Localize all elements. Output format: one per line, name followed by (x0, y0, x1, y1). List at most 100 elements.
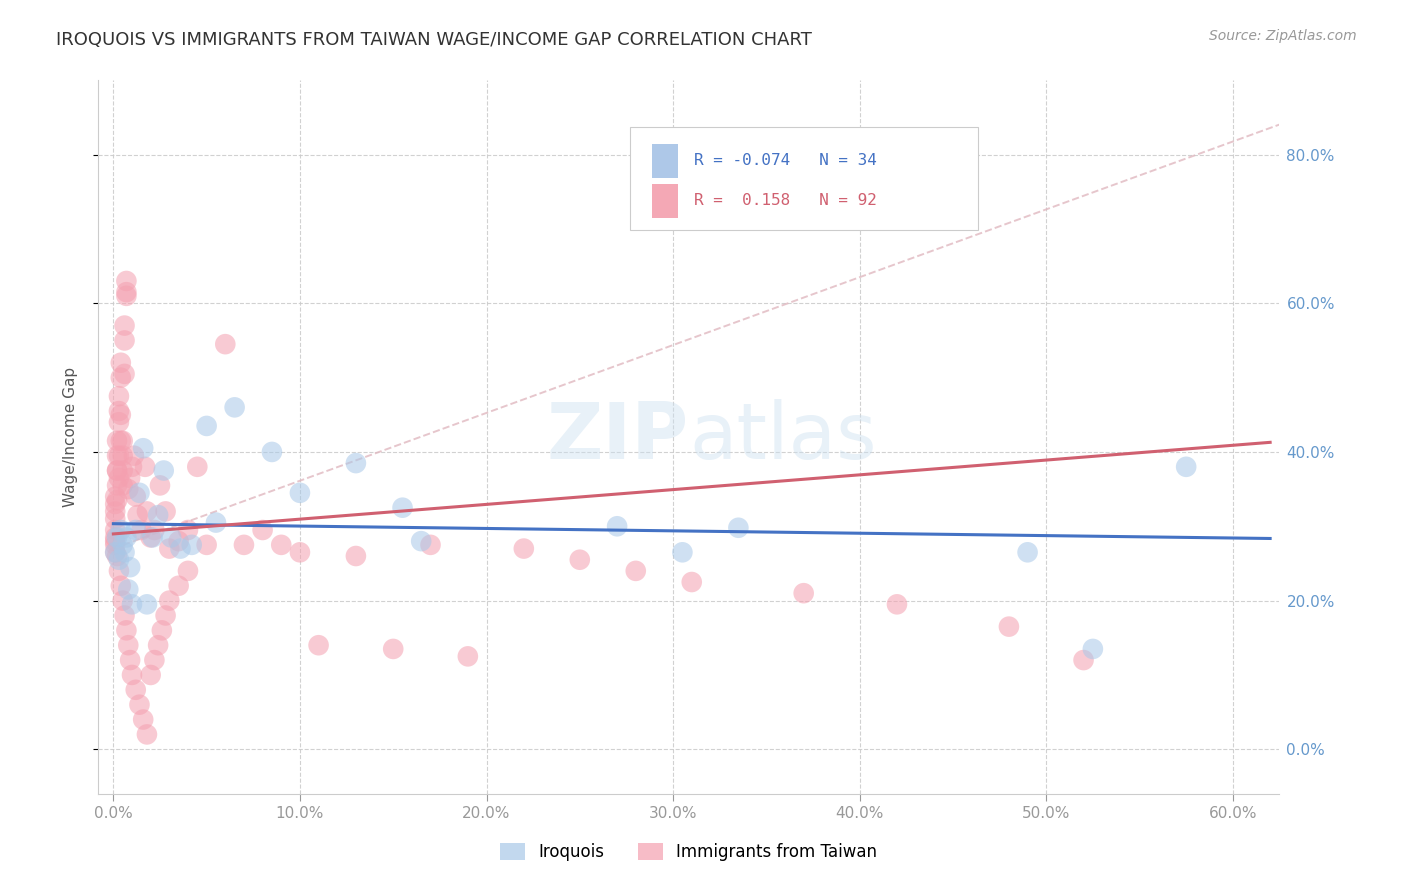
Point (157, 593, 180, 607)
Point (125, 523, 148, 537)
Point (793, 586, 815, 600)
Point (998, 619, 1021, 633)
Point (624, 564, 647, 578)
Text: R = -0.074   N = 34: R = -0.074 N = 34 (693, 153, 876, 169)
Point (391, 500, 413, 515)
Point (111, 593, 134, 607)
Point (146, 508, 169, 523)
Point (513, 541, 536, 556)
Point (150, 624, 173, 638)
Point (128, 698, 150, 712)
Point (120, 471, 142, 485)
Text: atlas: atlas (689, 399, 876, 475)
Point (681, 574, 703, 589)
Point (105, 493, 128, 508)
Point (114, 545, 136, 559)
Point (155, 504, 177, 518)
Point (114, 318, 136, 333)
Point (1175, 459, 1198, 474)
Point (108, 564, 131, 578)
Point (195, 538, 218, 552)
Point (136, 504, 159, 518)
Point (288, 545, 311, 559)
Point (131, 523, 153, 537)
Point (121, 598, 143, 612)
Point (111, 464, 134, 478)
Point (568, 552, 591, 567)
Point (288, 485, 311, 500)
Point (122, 449, 145, 463)
Point (104, 512, 127, 526)
Point (146, 638, 169, 652)
Bar (652, 184, 678, 218)
Point (132, 713, 155, 727)
Point (127, 508, 149, 523)
Point (114, 367, 136, 381)
Point (117, 638, 139, 652)
Point (104, 497, 127, 511)
Point (727, 521, 749, 535)
Point (105, 549, 128, 563)
Point (177, 523, 200, 537)
Point (141, 530, 163, 544)
Point (160, 530, 183, 544)
Legend: Iroquois, Immigrants from Taiwan: Iroquois, Immigrants from Taiwan (494, 836, 884, 868)
Point (157, 541, 180, 556)
Point (886, 598, 908, 612)
Point (195, 418, 218, 433)
Point (110, 434, 132, 448)
Point (128, 485, 150, 500)
Point (105, 464, 128, 478)
FancyBboxPatch shape (630, 127, 979, 230)
Point (136, 727, 159, 741)
Point (108, 449, 131, 463)
Point (344, 549, 367, 563)
Point (270, 538, 292, 552)
Point (167, 579, 190, 593)
Point (105, 464, 128, 478)
Point (139, 530, 162, 544)
Point (111, 449, 134, 463)
Point (104, 504, 127, 518)
Point (104, 534, 127, 549)
Point (152, 464, 174, 478)
Point (1017, 545, 1039, 559)
Point (121, 459, 143, 474)
Point (252, 523, 274, 537)
Point (121, 668, 143, 682)
Point (115, 624, 138, 638)
Text: Source: ZipAtlas.com: Source: ZipAtlas.com (1209, 29, 1357, 43)
Point (114, 608, 136, 623)
Point (117, 582, 139, 597)
Point (115, 274, 138, 288)
Point (114, 334, 136, 348)
Point (120, 560, 142, 574)
Point (1081, 642, 1104, 657)
Point (108, 552, 131, 567)
Point (1073, 653, 1095, 667)
Point (143, 653, 166, 667)
Point (382, 642, 405, 657)
Text: ZIP: ZIP (547, 399, 689, 475)
Point (108, 415, 131, 429)
Point (177, 564, 200, 578)
Point (110, 356, 132, 370)
Point (606, 519, 628, 533)
Text: R =  0.158   N = 92: R = 0.158 N = 92 (693, 194, 876, 209)
Point (110, 579, 132, 593)
Point (104, 538, 127, 552)
Point (136, 598, 159, 612)
Point (132, 442, 155, 455)
Point (108, 404, 131, 418)
Point (105, 530, 128, 544)
Point (134, 459, 156, 474)
Point (180, 538, 202, 552)
Point (104, 530, 127, 544)
Point (260, 445, 283, 459)
Point (214, 337, 236, 351)
Point (115, 289, 138, 303)
Point (139, 668, 162, 682)
Point (120, 653, 142, 667)
Point (104, 523, 127, 537)
Point (105, 449, 128, 463)
